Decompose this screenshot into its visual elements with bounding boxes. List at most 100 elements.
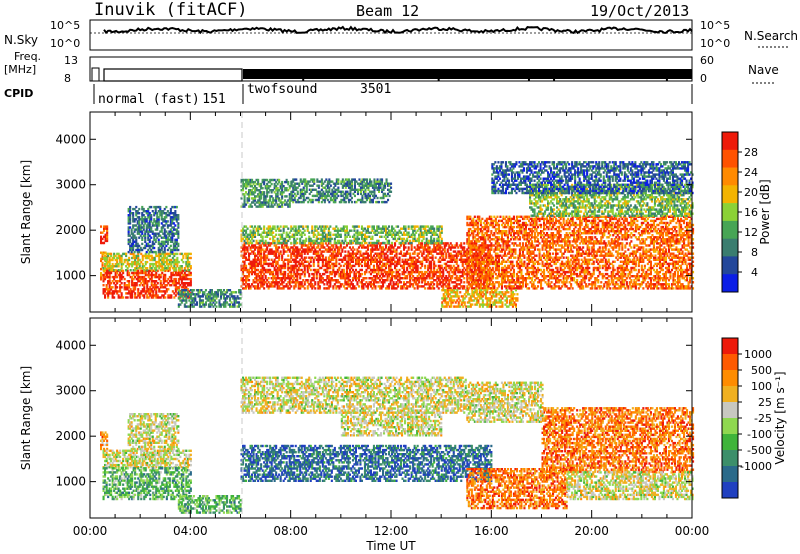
freq-tick-top: 13	[64, 54, 78, 67]
velocity-echo-region	[567, 471, 694, 500]
colorbar-tick-label: 16	[744, 206, 758, 219]
power-panel: 1000 2000 3000 4000 Slant Range [km] 4 8 12 16…	[19, 112, 772, 312]
velocity-echo-region	[100, 431, 108, 450]
freq-unit: [MHz]	[4, 63, 36, 76]
colorbar-swatch	[722, 168, 738, 186]
colorbar-swatch	[722, 203, 738, 221]
colorbar-tick-label: -25	[754, 412, 772, 425]
colorbar-tick-label: 28	[744, 146, 758, 159]
power-colorbar-label: Power [dB]	[758, 179, 772, 244]
beam-title: Beam 12	[356, 2, 419, 20]
velocity-echo-region	[241, 377, 467, 414]
nave-tick-bottom: 0	[700, 72, 707, 85]
cpid-mode-2-name: twofsound	[247, 82, 317, 97]
velocity-colorbar-label: Velocity [m s⁻¹]	[773, 371, 787, 464]
freq-label: Freq.	[14, 50, 41, 63]
velocity-echo-region	[241, 445, 493, 482]
velocity-echo-region	[103, 450, 192, 469]
velocity-echo-region	[466, 468, 567, 509]
nsky-tick-bottom: 10^0	[50, 37, 80, 50]
velocity-echo-region	[542, 407, 695, 473]
y-tick-label: 1000	[55, 269, 86, 283]
colorbar-tick-label: 1000	[744, 348, 772, 361]
y-tick-label: 2000	[55, 429, 86, 443]
velocity-echo-region	[128, 413, 180, 450]
nsearch-tick-bottom: 10^0	[700, 37, 730, 50]
nsky-label: N.Sky	[4, 33, 38, 47]
power-echo-region	[128, 206, 180, 253]
x-tick-label: 20:00	[574, 524, 609, 538]
power-echo-region	[178, 289, 242, 308]
y-tick-label: 3000	[55, 384, 86, 398]
colorbar-tick-label: -1000	[740, 460, 772, 473]
colorbar-tick-label: 12	[744, 226, 758, 239]
nsky-panel: N.Sky 10^5 10^0 10^5 10^0 N.Search	[4, 19, 798, 50]
power-echo-region	[241, 225, 443, 244]
velocity-ylabel: Slant Range [km]	[19, 366, 33, 470]
velocity-colorbar: 1000 500 100 25 -25 -100 -500 -1000	[722, 338, 772, 498]
velocity-echo-region	[178, 495, 242, 514]
cpid-mode-2-id: 3501	[360, 82, 391, 97]
colorbar-swatch	[722, 482, 738, 498]
power-echo-region	[241, 179, 293, 208]
nave-tick-top: 60	[700, 54, 714, 67]
colorbar-swatch	[722, 354, 738, 370]
nsearch-label: N.Search	[744, 29, 798, 43]
x-axis-label: Time UT	[365, 539, 416, 553]
y-tick-label: 2000	[55, 223, 86, 237]
colorbar-tick-label: -100	[747, 428, 772, 441]
power-echo-region	[466, 216, 694, 290]
colorbar-tick-label: 8	[751, 246, 758, 259]
colorbar-swatch	[722, 338, 738, 354]
colorbar-swatch	[722, 132, 738, 150]
nsky-tick-top: 10^5	[50, 19, 80, 32]
y-tick-label: 3000	[55, 178, 86, 192]
y-tick-label: 4000	[55, 132, 86, 146]
colorbar-tick-label: 25	[758, 396, 772, 409]
colorbar-swatch	[722, 185, 738, 203]
x-tick-label: 00:00	[73, 524, 108, 538]
station-title: Inuvik (fitACF)	[94, 0, 248, 20]
velocity-echo-region	[341, 412, 443, 437]
colorbar-swatch	[722, 256, 738, 274]
colorbar-tick-label: 20	[744, 186, 758, 199]
power-colorbar: 4 8 12 16 20 24 28	[722, 132, 758, 292]
x-tick-label: 12:00	[374, 524, 409, 538]
velocity-echo-region	[466, 382, 543, 423]
colorbar-tick-label: 24	[744, 166, 758, 179]
y-tick-label: 4000	[55, 338, 86, 352]
colorbar-tick-label: -500	[747, 444, 772, 457]
colorbar-swatch	[722, 370, 738, 386]
colorbar-swatch	[722, 239, 738, 257]
colorbar-swatch	[722, 150, 738, 168]
nave-label: Nave	[748, 63, 779, 77]
freq-tick-bottom: 8	[64, 72, 71, 85]
colorbar-swatch	[722, 402, 738, 418]
power-echo-region	[291, 178, 392, 203]
colorbar-swatch	[722, 386, 738, 402]
velocity-panel: 1000 2000 3000 4000 Slant Range [km] 1000 50…	[19, 318, 787, 518]
power-echo-region	[241, 242, 493, 289]
colorbar-tick-label: 100	[751, 380, 772, 393]
power-echo-region	[103, 253, 192, 272]
cpid-label: CPID	[4, 87, 33, 100]
freq-panel: Freq. [MHz] 13 8 60 0 Nave	[4, 50, 779, 85]
colorbar-swatch	[722, 274, 738, 292]
colorbar-swatch	[722, 221, 738, 239]
x-axis-tick-labels: 00:00 04:00 08:00 12:00 16:00 20:00 00:00	[73, 524, 710, 538]
nsearch-tick-top: 10^5	[700, 19, 730, 32]
power-echo-region	[441, 289, 518, 308]
x-tick-label: 08:00	[273, 524, 308, 538]
colorbar-tick-label: 500	[751, 364, 772, 377]
colorbar-swatch	[722, 418, 738, 434]
power-echo-region	[491, 161, 693, 194]
x-tick-label: 00:00	[675, 524, 710, 538]
power-ylabel: Slant Range [km]	[19, 160, 33, 264]
colorbar-swatch	[722, 434, 738, 450]
cpid-mode-1-name: normal (fast)	[98, 92, 200, 107]
colorbar-tick-label: 4	[751, 266, 758, 279]
cpid-row: CPID normal (fast) 151 twofsound 3501	[4, 82, 692, 107]
cpid-mode-1-id: 151	[202, 92, 225, 107]
x-tick-label: 04:00	[173, 524, 208, 538]
